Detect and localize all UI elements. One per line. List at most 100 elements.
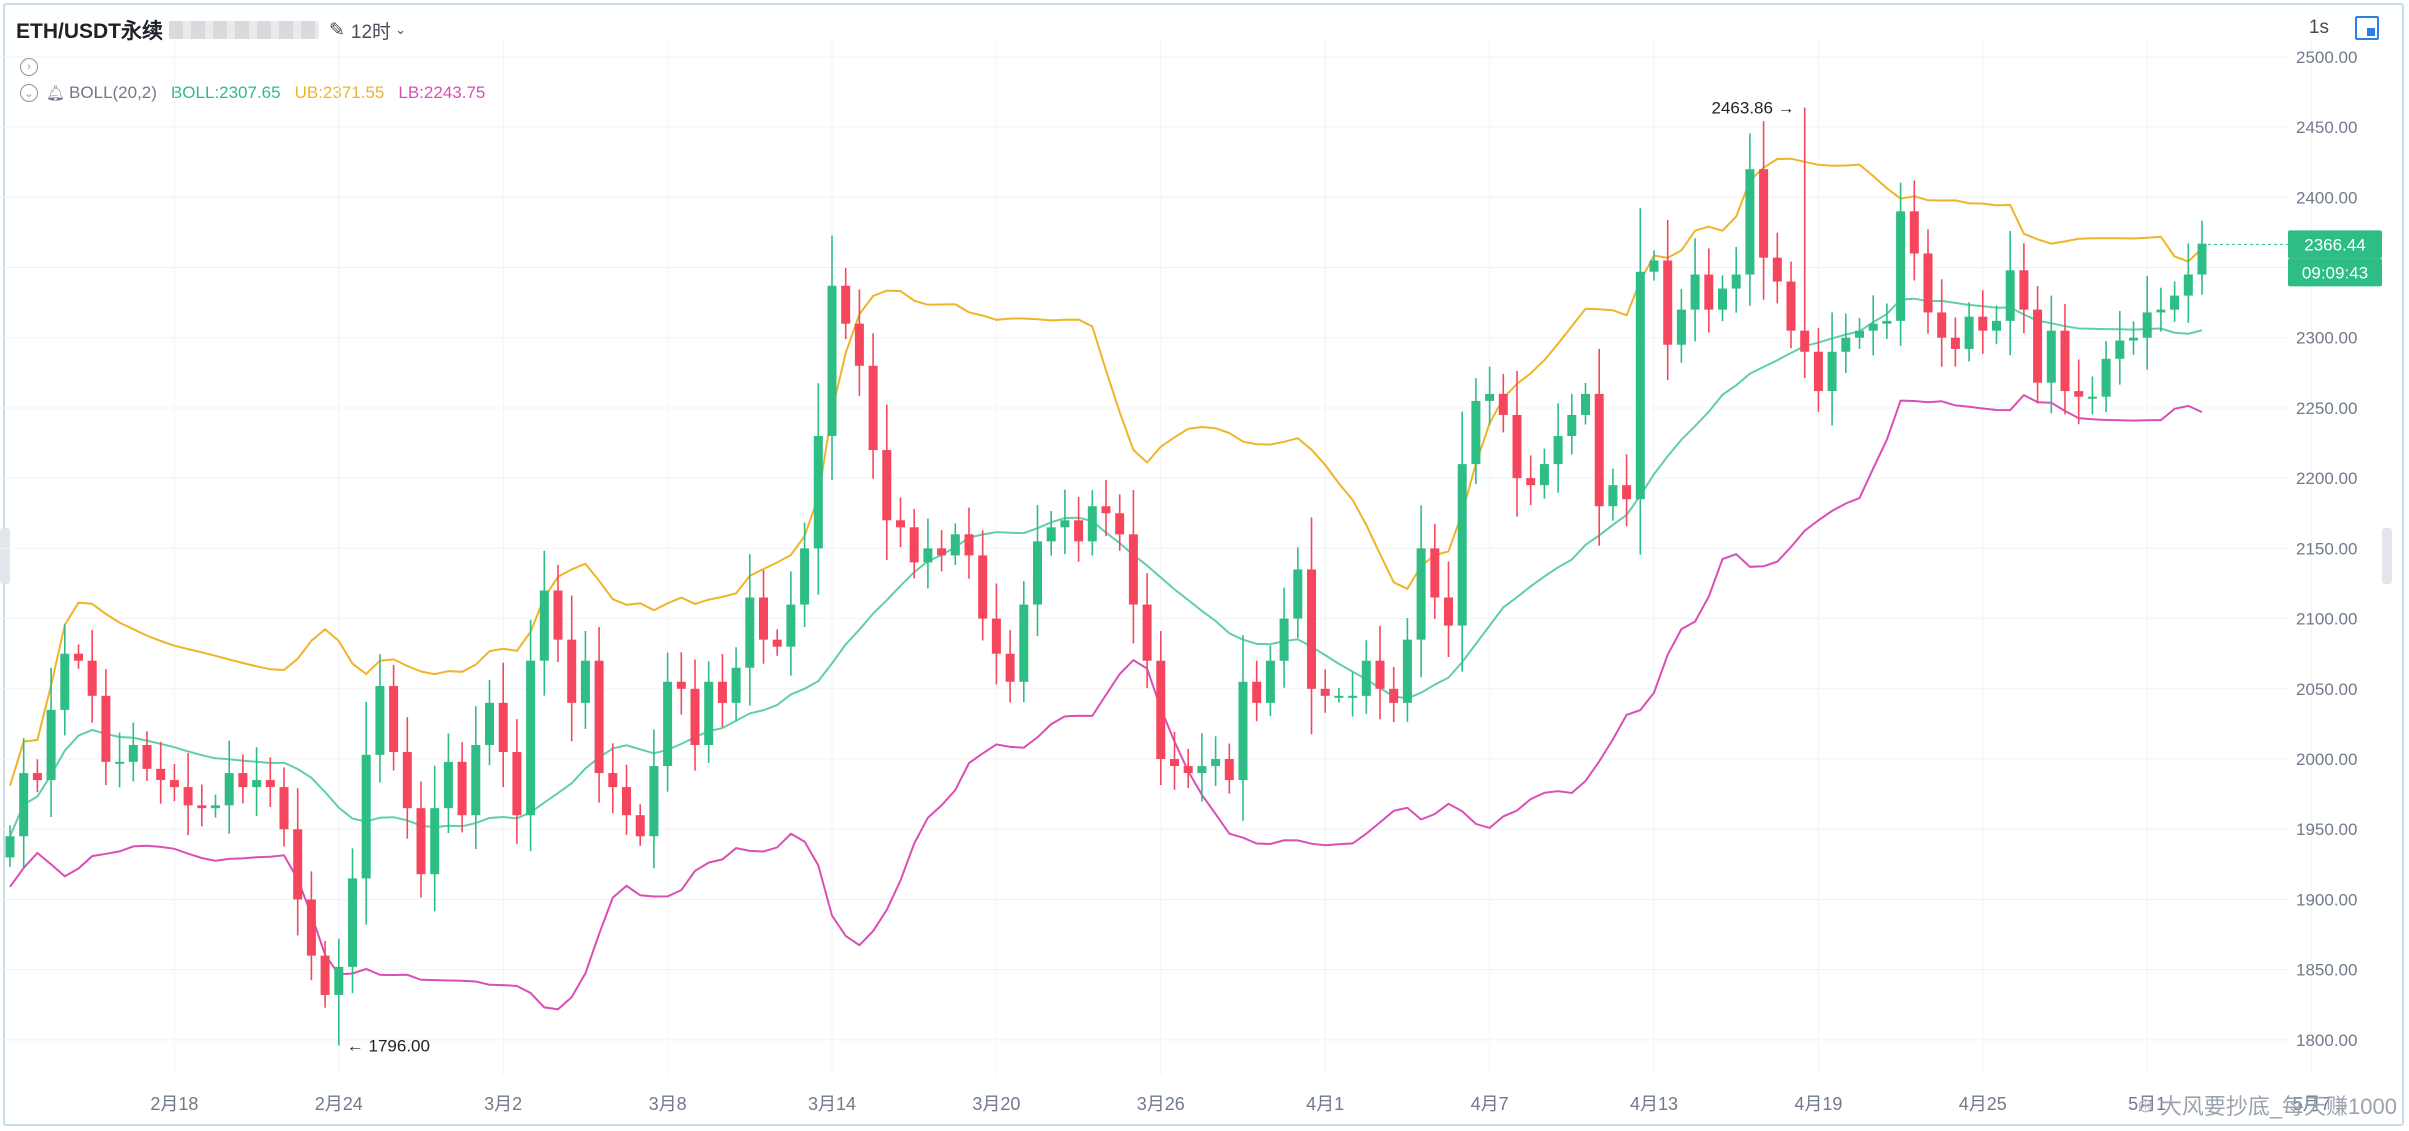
candle [526, 619, 536, 852]
candle-body [1498, 393, 1508, 415]
right-panel-handle[interactable] [2382, 528, 2392, 584]
candle-body [1046, 527, 1056, 542]
candle [2115, 311, 2125, 385]
candle [854, 289, 864, 396]
candle-body [1471, 400, 1481, 465]
candle [1690, 238, 1700, 342]
time-tick-label: 4月7 [1471, 1094, 1509, 1114]
symbol-title[interactable]: ETH/USDT永续 [16, 20, 163, 43]
candle [1649, 250, 1659, 281]
candle-body [1992, 320, 2001, 331]
candle-body [1909, 211, 1919, 254]
price-tick-label: 2050.00 [2296, 680, 2357, 699]
chevron-down-icon[interactable]: ⌄ [395, 22, 406, 37]
candle-body [265, 780, 275, 788]
candle-body [1827, 351, 1837, 392]
weibo-icon: ⊛ [2137, 1094, 2154, 1117]
candle-body [1307, 569, 1316, 689]
candle-body [5, 836, 15, 858]
candle [306, 871, 316, 981]
candle-body [1156, 660, 1166, 760]
left-panel-handle[interactable] [0, 528, 10, 584]
candle [2046, 295, 2056, 414]
candle-body [896, 520, 905, 528]
candle-body [690, 688, 700, 745]
candle-body [649, 766, 659, 837]
candle-body [1950, 337, 1960, 349]
candle [937, 530, 947, 572]
candle [1046, 511, 1056, 556]
candle [1279, 587, 1289, 688]
time-tick-label: 5月1 [2128, 1094, 2166, 1114]
candle-body [2142, 312, 2152, 338]
candle-body [32, 773, 42, 781]
candle-body [2019, 270, 2029, 310]
candle [402, 717, 412, 839]
candle-body [2115, 340, 2125, 359]
candle-body [635, 815, 645, 837]
candle-body [1800, 330, 1810, 352]
candle [1498, 373, 1508, 433]
price-tick-label: 2100.00 [2296, 610, 2357, 629]
candle [1567, 393, 1577, 455]
candle [1978, 290, 1988, 354]
candle-body [2129, 337, 2138, 341]
candle [197, 784, 207, 827]
candle [279, 767, 289, 847]
candle-body [1238, 681, 1248, 781]
candle [430, 765, 440, 912]
candle [156, 741, 166, 804]
candle [676, 652, 686, 715]
candle [320, 941, 330, 1008]
layout-icon[interactable] [2355, 16, 2379, 40]
candle [1142, 573, 1152, 689]
candle [2033, 286, 2043, 404]
candle [1950, 317, 1960, 367]
candle [567, 595, 577, 742]
candle [334, 938, 344, 1046]
redacted-text [169, 21, 319, 39]
candle [1896, 182, 1906, 346]
candle-body [909, 527, 919, 563]
price-tick-label: 1950.00 [2296, 820, 2357, 839]
realtime-toggle[interactable]: 1s [2308, 17, 2329, 38]
candle-body [772, 639, 782, 647]
candle-body [526, 660, 536, 816]
candle-body [252, 780, 262, 788]
candle-body [1348, 695, 1358, 698]
candle [1718, 275, 1727, 322]
candle [1553, 403, 1563, 493]
candle-body [1512, 414, 1522, 479]
candle [238, 754, 248, 804]
countdown-text: 09:09:43 [2302, 263, 2368, 282]
candle-body [169, 780, 179, 788]
candle [1608, 468, 1618, 521]
candle-body [471, 744, 481, 816]
candle-body [128, 744, 138, 762]
candle [950, 523, 960, 565]
candle-body [1033, 541, 1042, 605]
indicator-name[interactable]: BOLL(20,2) [69, 83, 157, 102]
candle [361, 702, 371, 925]
bell-icon[interactable]: 🔔︎ [46, 85, 66, 102]
chevron-right-circle-icon[interactable]: › [20, 58, 38, 76]
candle-body [663, 681, 673, 767]
edit-icon[interactable]: ✎ [329, 19, 345, 41]
candle [19, 737, 29, 867]
candle-body [1937, 312, 1947, 338]
candle [1320, 669, 1330, 713]
interval-selector[interactable]: 12时 [350, 21, 392, 43]
candle-body [991, 618, 1001, 654]
candle [1937, 279, 1947, 367]
candle [1759, 121, 1769, 300]
candle-body [1211, 759, 1221, 767]
candle-body [1197, 766, 1207, 774]
candle-body [594, 660, 604, 774]
candle-body [1074, 520, 1084, 542]
candle [923, 518, 933, 589]
time-tick-label: 4月13 [1630, 1094, 1678, 1114]
candle-body [937, 548, 947, 556]
chevron-down-circle-icon[interactable]: ⌄ [20, 84, 38, 102]
candle-body [498, 702, 508, 753]
